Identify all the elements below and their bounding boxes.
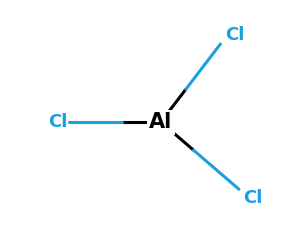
Text: Cl: Cl <box>243 189 263 207</box>
Text: Cl: Cl <box>48 113 68 131</box>
Text: Al: Al <box>149 112 172 132</box>
Text: Cl: Cl <box>225 26 244 44</box>
